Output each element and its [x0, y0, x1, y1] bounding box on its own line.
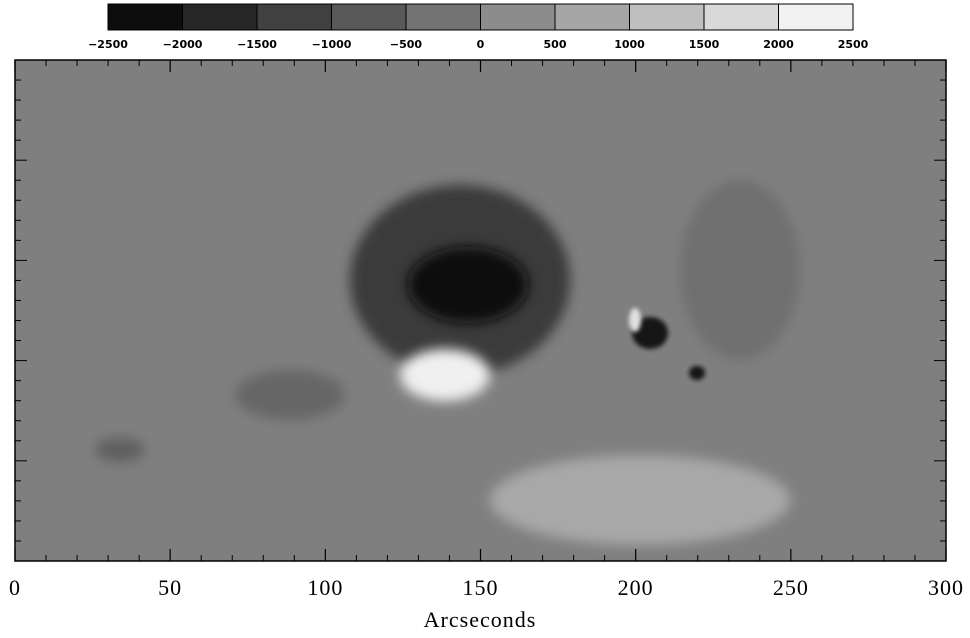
x-tick-label: 300	[928, 575, 964, 600]
x-tick-label: 50	[158, 575, 182, 600]
chart: −2500−2000−1500−1000−5000500100015002000…	[0, 0, 970, 638]
colorbar-segment	[108, 4, 183, 30]
colorbar: −2500 −2000 −1500 −1000 −500 0 500 1000 1500 2000…	[88, 4, 869, 51]
colorbar-segment	[332, 4, 407, 30]
colorbar-tick-label: 2000	[763, 38, 794, 51]
bright-spot	[629, 308, 641, 332]
network	[235, 370, 345, 420]
colorbar-tick-label: −500	[390, 38, 423, 51]
colorbar-tick-label: 2500	[838, 38, 869, 51]
colorbar-segment	[704, 4, 779, 30]
x-tick-label: 0	[9, 575, 21, 600]
colorbar-segment	[481, 4, 556, 30]
colorbar-tick-label: −2500	[88, 38, 128, 51]
x-tick-label: 250	[773, 575, 809, 600]
colorbar-segment	[183, 4, 258, 30]
plage	[490, 455, 790, 545]
colorbar-segment	[630, 4, 705, 30]
colorbar-tick-label: −1500	[237, 38, 277, 51]
magnetogram	[15, 60, 946, 561]
colorbar-segment	[257, 4, 332, 30]
colorbar-tick-label: −1000	[312, 38, 352, 51]
dark-spot	[689, 366, 705, 380]
x-tick-label: 200	[618, 575, 654, 600]
x-tick-label: 150	[463, 575, 499, 600]
page: −2500−2000−1500−1000−5000500100015002000…	[0, 0, 970, 638]
colorbar-tick-label: 0	[477, 38, 485, 51]
x-axis-label: Arcseconds	[424, 607, 537, 632]
colorbar-tick-label: 1500	[689, 38, 720, 51]
colorbar-tick-label: 1000	[614, 38, 645, 51]
colorbar-tick-label: 500	[544, 38, 567, 51]
colorbar-segment	[555, 4, 630, 30]
colorbar-segment	[779, 4, 854, 30]
network	[680, 180, 800, 360]
positive-polarity	[400, 349, 490, 401]
umbra	[408, 247, 528, 323]
colorbar-segment	[406, 4, 481, 30]
network	[95, 438, 145, 462]
colorbar-tick-label: −2000	[163, 38, 203, 51]
x-tick-label: 100	[307, 575, 343, 600]
